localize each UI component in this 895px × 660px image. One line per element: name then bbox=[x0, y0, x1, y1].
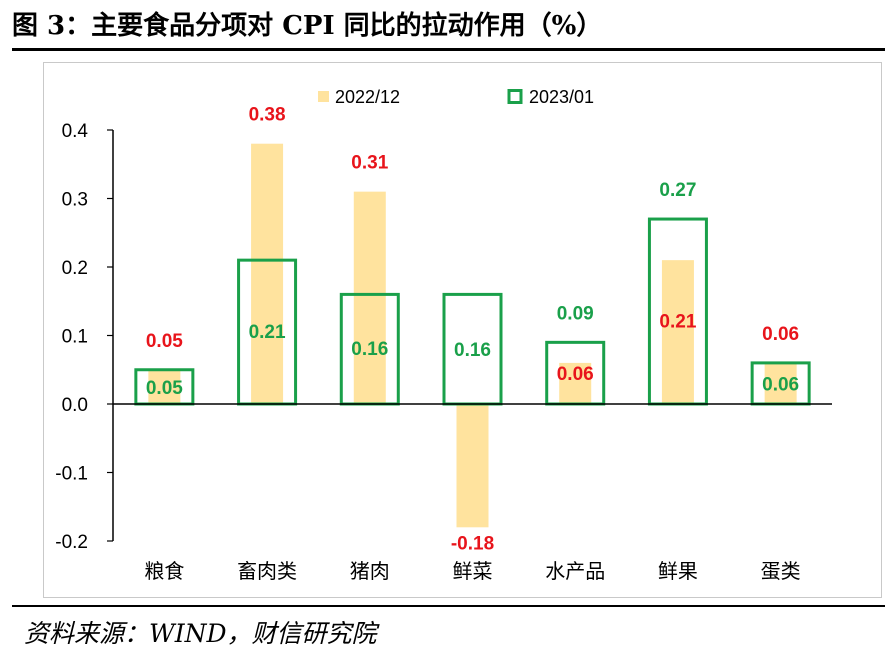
data-label-2023-01: 0.16 bbox=[351, 339, 388, 360]
source-note: 资料来源：WIND，财信研究院 bbox=[24, 619, 377, 648]
data-label-2022-12: 0.38 bbox=[249, 105, 286, 126]
data-label-2023-01: 0.09 bbox=[557, 303, 594, 324]
data-label-2023-01: 0.21 bbox=[249, 322, 286, 343]
data-label-2023-01: 0.05 bbox=[146, 378, 183, 399]
bottom-rule bbox=[12, 605, 885, 607]
data-label-2022-12: 0.21 bbox=[659, 312, 696, 333]
y-tick-label: 0.0 bbox=[62, 395, 88, 416]
bar-2022-12 bbox=[148, 369, 181, 404]
y-tick-label: 0.3 bbox=[62, 190, 88, 211]
y-tick-label: -0.1 bbox=[55, 464, 88, 485]
x-category-label: 鲜菜 bbox=[453, 559, 493, 583]
x-category-label: 猪肉 bbox=[350, 559, 390, 583]
data-label-2023-01: 0.27 bbox=[659, 180, 696, 201]
y-tick-label: 0.2 bbox=[62, 258, 88, 279]
legend-swatch-2022-12 bbox=[318, 91, 329, 102]
legend-label-2023-01: 2023/01 bbox=[529, 87, 594, 107]
data-label-2022-12: 0.31 bbox=[351, 153, 388, 174]
bar-2022-12 bbox=[353, 191, 386, 404]
bar-2022-12 bbox=[251, 143, 284, 404]
legend-swatch-2023-01 bbox=[507, 89, 523, 104]
bar-2022-12 bbox=[559, 362, 592, 404]
chart-title: 图 3：主要食品分项对 CPI 同比的拉动作用（%） bbox=[12, 11, 603, 41]
top-rule bbox=[12, 48, 885, 51]
y-tick-label: 0.1 bbox=[62, 327, 88, 348]
x-category-label: 鲜果 bbox=[658, 559, 698, 583]
chart-frame bbox=[43, 62, 882, 598]
y-tick-label: 0.4 bbox=[62, 121, 89, 142]
bar-2022-12 bbox=[764, 362, 797, 404]
legend-label-2022-12: 2022/12 bbox=[335, 87, 400, 107]
data-label-2022-12: -0.18 bbox=[451, 533, 494, 554]
bar-2022-12 bbox=[456, 404, 489, 528]
data-label-2022-12: 0.06 bbox=[557, 364, 594, 385]
data-label-2023-01: 0.06 bbox=[762, 374, 799, 395]
data-label-2022-12: 0.05 bbox=[146, 331, 183, 352]
x-category-label: 水产品 bbox=[545, 559, 605, 583]
x-category-label: 粮食 bbox=[144, 559, 184, 583]
x-category-label: 蛋类 bbox=[761, 559, 801, 583]
y-tick-label: -0.2 bbox=[55, 532, 88, 553]
data-label-2023-01: 0.16 bbox=[454, 340, 491, 361]
bar-2022-12 bbox=[661, 260, 694, 404]
data-label-2022-12: 0.06 bbox=[762, 324, 799, 345]
x-category-label: 畜肉类 bbox=[237, 559, 297, 583]
